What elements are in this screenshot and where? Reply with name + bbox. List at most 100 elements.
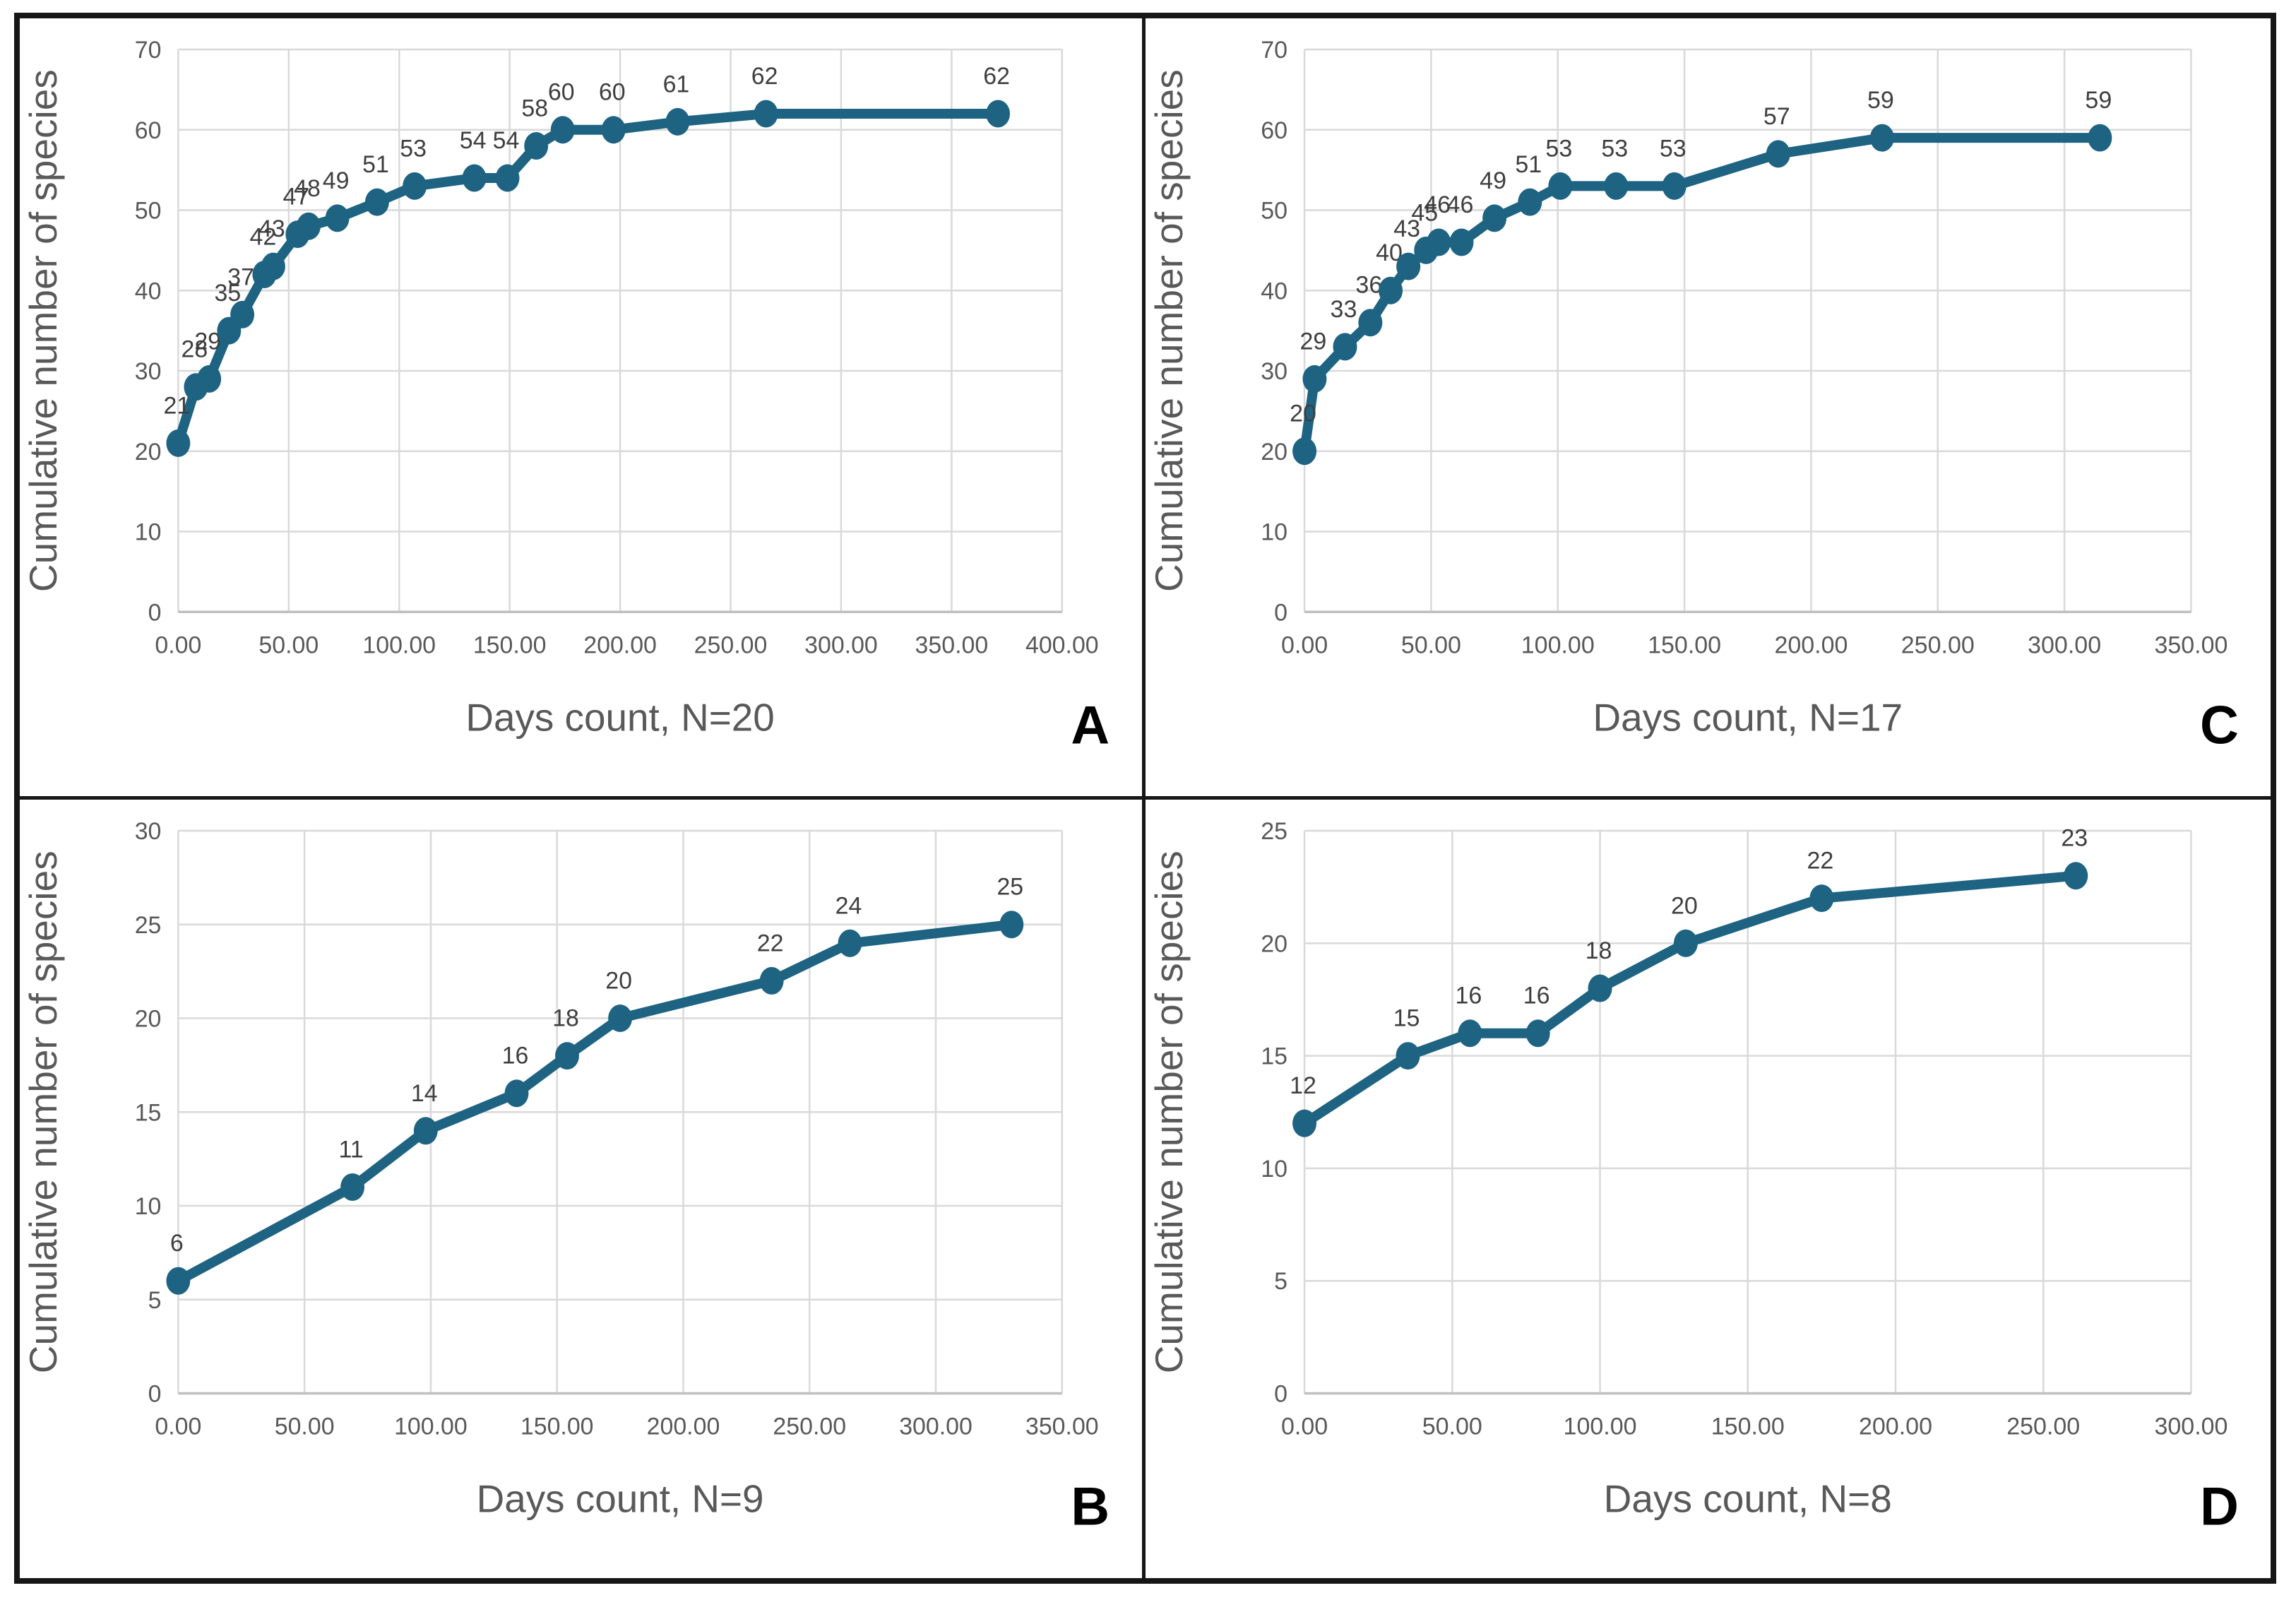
x-tick-label: 100.00: [394, 1414, 468, 1440]
data-point-marker: [1396, 252, 1420, 280]
data-point-marker: [1426, 228, 1451, 256]
data-point-label: 62: [751, 63, 778, 90]
data-point-label: 46: [1446, 191, 1473, 218]
y-tick-label: 10: [1261, 1156, 1287, 1183]
data-point-marker: [1396, 1042, 1420, 1070]
x-tick-label: 100.00: [362, 632, 436, 658]
data-point-marker: [364, 188, 389, 216]
data-point-label: 58: [521, 95, 548, 122]
y-tick-label: 15: [1261, 1043, 1287, 1070]
data-point-marker: [1292, 1110, 1316, 1138]
data-point-marker: [197, 365, 222, 393]
chart-svg-d: 0.00 50.00 100.00 150.00 200.00 250.00 300.00 0…: [1147, 818, 2239, 1537]
data-point-label: 29: [1299, 328, 1326, 355]
data-point-marker: [504, 1079, 529, 1108]
data-point-marker: [495, 164, 520, 192]
data-point-marker: [1457, 1019, 1482, 1048]
chart-svg-b: 0.00 50.00 100.00 150.00 200.00 250.00 300.00 3…: [21, 818, 1110, 1537]
data-point-marker: [555, 1042, 579, 1070]
data-point-label: 59: [2085, 87, 2112, 114]
data-point-marker: [608, 1005, 633, 1033]
panel-letter: A: [1071, 695, 1110, 755]
y-tick-label: 25: [1261, 818, 1287, 845]
x-tick-label: 200.00: [1859, 1414, 1932, 1440]
data-point-marker: [1662, 172, 1687, 200]
y-tick-label: 10: [135, 518, 162, 545]
data-point-marker: [2087, 124, 2112, 152]
data-point-label: 54: [493, 127, 520, 154]
x-tick-label: 0.00: [155, 632, 201, 658]
y-tick-label: 20: [135, 439, 162, 466]
data-point-marker: [261, 252, 285, 280]
y-tick-label: 15: [135, 1100, 162, 1127]
series-line: [173, 920, 1017, 1286]
data-point-label: 61: [663, 71, 690, 97]
data-point-label: 22: [1807, 848, 1833, 875]
chart-panel-d: 0.00 50.00 100.00 150.00 200.00 250.00 300.00 0…: [1145, 800, 2271, 1578]
x-tick-label: 300.00: [2154, 1414, 2227, 1440]
data-point-label: 43: [1393, 215, 1420, 242]
x-tick-label: 250.00: [2006, 1414, 2080, 1440]
x-tick-label: 200.00: [647, 1414, 720, 1440]
data-point-marker: [340, 1173, 365, 1202]
data-point-label: 60: [548, 79, 575, 106]
data-point-label: 51: [362, 151, 389, 178]
data-point-marker: [550, 116, 575, 144]
data-point-label: 62: [983, 63, 1010, 90]
data-point-marker: [601, 116, 626, 144]
data-point-label: 11: [338, 1137, 363, 1163]
x-axis-title: Days count, N=17: [1593, 695, 1903, 739]
series-line: [1299, 133, 2105, 456]
x-tick-label: 150.00: [473, 632, 547, 658]
x-tick-label: 100.00: [1563, 1414, 1636, 1440]
data-point-label: 59: [1867, 87, 1893, 114]
y-tick-label: 30: [135, 358, 162, 385]
data-point-label: 20: [1670, 893, 1697, 920]
data-point-marker: [1357, 309, 1382, 337]
data-point-label: 60: [599, 79, 626, 106]
series-line: [173, 109, 1004, 449]
data-point-label: 53: [1601, 135, 1628, 162]
x-axis-title: Days count, N=8: [1603, 1477, 1891, 1521]
data-point-label: 53: [1545, 135, 1572, 162]
data-point-label: 53: [1659, 135, 1686, 162]
data-point-label: 18: [552, 1005, 579, 1032]
y-tick-label: 40: [135, 278, 162, 304]
data-point-label: 14: [411, 1080, 438, 1107]
y-tick-label: 50: [135, 197, 162, 224]
y-tick-label: 0: [1274, 599, 1287, 626]
data-point-marker: [754, 100, 778, 128]
data-point-marker: [524, 132, 549, 160]
data-point-marker: [1869, 124, 1894, 152]
x-tick-label: 350.00: [915, 632, 989, 658]
data-point-marker: [986, 100, 1011, 128]
x-tick-label: 300.00: [804, 632, 878, 658]
y-tick-label: 10: [135, 1193, 162, 1220]
x-tick-label: 150.00: [521, 1414, 594, 1440]
data-point-marker: [1449, 228, 1473, 256]
y-tick-label: 5: [148, 1287, 162, 1314]
data-point-marker: [1525, 1019, 1550, 1048]
x-axis-title: Days count, N=9: [477, 1477, 764, 1521]
data-point-marker: [166, 1267, 191, 1296]
x-tick-label: 150.00: [1711, 1414, 1784, 1440]
data-point-label: 46: [1424, 191, 1451, 218]
x-tick-label: 0.00: [1280, 1414, 1327, 1440]
data-point-marker: [1292, 437, 1316, 466]
data-point-label: 49: [323, 167, 350, 194]
data-point-label: 29: [194, 328, 221, 355]
panel-letter: D: [2200, 1477, 2239, 1537]
y-tick-label: 50: [1261, 198, 1287, 225]
y-tick-label: 0: [1274, 1381, 1287, 1408]
y-axis-title: Cumulative number of species: [21, 851, 65, 1374]
data-point-label: 18: [1585, 937, 1612, 964]
data-point-marker: [413, 1117, 438, 1145]
data-point-label: 15: [1393, 1005, 1420, 1032]
data-point-marker: [838, 930, 862, 958]
x-tick-label: 150.00: [1648, 632, 1721, 658]
y-tick-label: 25: [135, 912, 162, 939]
data-point-label: 53: [400, 135, 427, 162]
x-tick-label: 300.00: [899, 1414, 972, 1440]
data-point-label: 45: [1411, 199, 1438, 226]
data-point-label: 57: [1763, 103, 1790, 130]
